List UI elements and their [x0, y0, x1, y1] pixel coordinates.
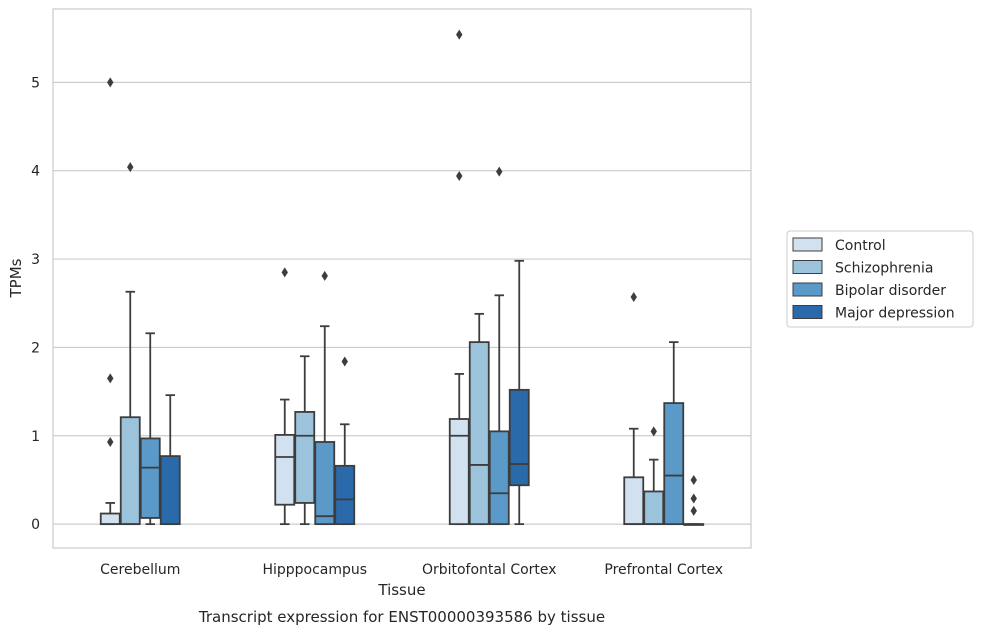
outlier-point: [107, 77, 114, 88]
x-tick-label: Prefrontal Cortex: [604, 562, 723, 578]
box: [159, 455, 181, 526]
box: [334, 464, 356, 526]
y-axis-title: TPMs: [7, 258, 25, 298]
plot-frame: [52, 8, 752, 549]
box: [663, 402, 685, 526]
outlier-point: [341, 356, 348, 367]
y-tick-label: 2: [31, 340, 40, 356]
outlier-point: [496, 166, 503, 177]
box: [448, 418, 470, 526]
legend-label: Bipolar disorder: [835, 283, 946, 299]
x-tick-label: Orbitofontal Cortex: [422, 562, 557, 578]
box: [294, 411, 316, 504]
box: [139, 437, 161, 519]
box: [274, 433, 296, 506]
legend-swatch: [792, 237, 823, 252]
outlier-point: [630, 292, 637, 303]
outlier-point: [690, 474, 697, 485]
box: [643, 490, 665, 526]
legend-frame: [786, 230, 974, 328]
box: [119, 416, 141, 526]
legend-label: Major depression: [835, 306, 955, 322]
plot-marks: [99, 29, 705, 526]
outlier-point: [107, 373, 114, 384]
legend: Control Schizophrenia Bipolar disorder Majo…: [786, 230, 974, 328]
y-tick-label: 0: [31, 517, 40, 533]
y-tick-labels: 0 1 2 3 4 5: [31, 75, 40, 533]
x-tick-label: Hipppocampus: [262, 562, 367, 578]
box: [508, 388, 530, 487]
outlier-point: [690, 493, 697, 504]
box: [99, 512, 121, 526]
legend-label: Control: [835, 238, 886, 254]
outlier-point: [127, 162, 134, 173]
y-tick-label: 3: [31, 252, 40, 268]
y-tick-label: 4: [31, 164, 40, 180]
box: [623, 476, 645, 526]
outlier-point: [456, 171, 463, 182]
x-axis-title: Tissue: [377, 581, 425, 599]
outlier-point: [281, 267, 288, 278]
outlier-point: [650, 426, 657, 437]
box: [314, 441, 336, 526]
outlier-point: [321, 270, 328, 281]
chart-caption: Transcript expression for ENST0000039358…: [198, 608, 605, 626]
legend-swatch: [792, 260, 823, 274]
legend-swatch: [792, 282, 823, 297]
legend-swatch: [792, 305, 823, 319]
y-tick-label: 1: [31, 429, 40, 445]
outlier-point: [107, 436, 114, 447]
y-tick-label: 5: [31, 75, 40, 91]
x-tick-label: Cerebellum: [100, 562, 180, 578]
box: [488, 430, 510, 526]
legend-label: Schizophrenia: [835, 261, 933, 277]
outlier-point: [456, 29, 463, 40]
box: [468, 341, 490, 526]
outlier-point: [690, 505, 697, 516]
x-tick-labels: Cerebellum Hipppocampus Orbitofontal Corte…: [100, 562, 723, 578]
